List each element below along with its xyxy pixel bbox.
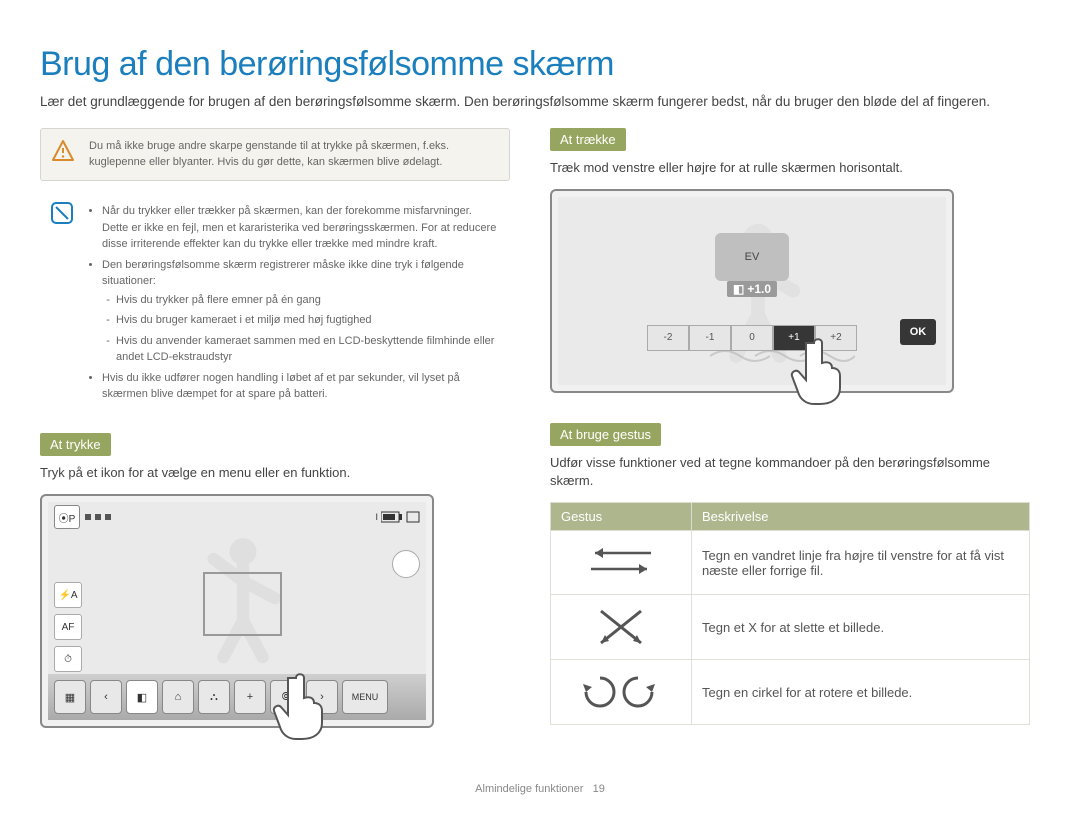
gesture-x-icon (551, 595, 692, 660)
mode-badge: ⦿P (54, 505, 80, 529)
gesture-arrows-icon (551, 531, 692, 595)
section-drag-tag: At trække (550, 128, 626, 151)
camera-bottom-bar: ▦ ‹ ◧ ⌂ ⛬ + ⦾ › MENU (48, 674, 426, 720)
hand-pointer-icon (270, 670, 334, 740)
hand-drag-icon (760, 335, 880, 405)
bottom-icon-4: ⛬ (198, 680, 230, 714)
camera-screen-illustration: ⦿P I ⚡ (40, 494, 434, 728)
gestures-table: Gestus Beskrivelse Tegn en vandret linje… (550, 502, 1030, 725)
bottom-icon-2: ◧ (126, 680, 158, 714)
warning-text: Du må ikke bruge andre skarpe genstande … (89, 140, 449, 168)
gesture-row-2-desc: Tegn en cirkel for at rotere et billede. (692, 660, 1030, 725)
info-bullet-2: Hvis du ikke udfører nogen handling i lø… (102, 370, 498, 403)
flash-icon: ⚡A (54, 582, 82, 608)
bottom-icon-prev: ‹ (90, 680, 122, 714)
ev-label-text: EV (745, 251, 760, 263)
info-bullet-1: Den berøringsfølsomme skærm registrerer … (102, 259, 464, 288)
th-gestus: Gestus (551, 503, 692, 531)
section-touch-tag: At trykke (40, 433, 111, 456)
round-right-icon (392, 550, 420, 578)
gesture-row-1-desc: Tegn et X for at slette et billede. (692, 595, 1030, 660)
bottom-icon-menu: MENU (342, 680, 388, 714)
warning-callout: Du må ikke bruge andre skarpe genstande … (40, 128, 510, 182)
info-bullet-0: Når du trykker eller trækker på skærmen,… (102, 203, 498, 253)
info-callout: Når du trykker eller trækker på skærmen,… (40, 197, 510, 413)
bottom-icon-3: ⌂ (162, 680, 194, 714)
th-desc: Beskrivelse (692, 503, 1030, 531)
info-sub-1: Hvis du bruger kameraet i et miljø med h… (116, 312, 498, 329)
table-row: Tegn en cirkel for at rotere et billede. (551, 660, 1030, 725)
page-title: Brug af den berøringsfølsomme skærm (40, 45, 1040, 84)
gesture-circles-icon (551, 660, 692, 725)
table-row: Tegn et X for at slette et billede. (551, 595, 1030, 660)
warning-icon (51, 139, 75, 163)
ev-readout: EV (715, 233, 789, 281)
section-touch-desc: Tryk på et ikon for at vælge en menu ell… (40, 464, 510, 482)
focus-rectangle (203, 572, 282, 636)
section-gesture-tag: At bruge gestus (550, 423, 661, 446)
info-sub-0: Hvis du trykker på flere emner på én gan… (116, 292, 498, 309)
ev-screen-illustration: EV ◧+1.0 -2 -1 0 +1 +2 OK (550, 189, 954, 393)
bottom-icon-5: + (234, 680, 266, 714)
footer-section: Almindelige funktioner (475, 783, 583, 795)
bar-i: I (375, 512, 378, 522)
gesture-row-0-desc: Tegn en vandret linje fra højre til vens… (692, 531, 1030, 595)
intro-text: Lær det grundlæggende for brugen af den … (40, 92, 1000, 112)
timer-icon: ⏱ (54, 646, 82, 672)
info-icon (50, 201, 74, 225)
ev-tick-0: -2 (647, 325, 689, 351)
table-row: Tegn en vandret linje fra højre til vens… (551, 531, 1030, 595)
footer-page: 19 (593, 783, 605, 795)
section-gesture-desc: Udfør visse funktioner ved at tegne komm… (550, 454, 1030, 490)
section-drag-desc: Træk mod venstre eller højre for at rull… (550, 159, 1030, 177)
af-icon: AF (54, 614, 82, 640)
bottom-icon-0: ▦ (54, 680, 86, 714)
ev-value: +1.0 (747, 282, 771, 296)
info-sub-2: Hvis du anvender kameraet sammen med en … (116, 333, 498, 366)
ok-button: OK (900, 319, 936, 345)
